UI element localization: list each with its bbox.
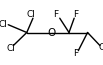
Text: Cl: Cl [26, 10, 35, 19]
Text: Cl: Cl [7, 44, 16, 53]
Text: F: F [53, 10, 58, 19]
Text: F: F [73, 10, 78, 19]
Text: Cl: Cl [0, 20, 8, 29]
Text: Cl: Cl [99, 43, 103, 52]
Text: O: O [47, 27, 56, 38]
Text: F: F [73, 49, 78, 58]
